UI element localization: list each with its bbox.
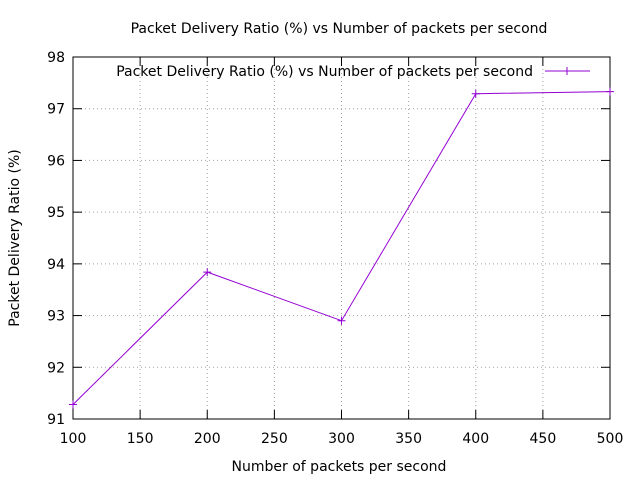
x-tick-label: 300 bbox=[328, 431, 355, 447]
y-tick-label: 94 bbox=[47, 257, 65, 273]
data-point-marker bbox=[203, 268, 212, 277]
y-tick-label: 92 bbox=[47, 360, 65, 376]
y-tick-label: 95 bbox=[47, 205, 65, 221]
data-point-marker bbox=[69, 400, 77, 409]
legend-label: Packet Delivery Ratio (%) vs Number of p… bbox=[116, 64, 533, 80]
x-tick-label: 400 bbox=[462, 431, 489, 447]
series-layer bbox=[69, 87, 614, 409]
x-tick-label: 250 bbox=[261, 431, 288, 447]
y-tick-label: 97 bbox=[47, 102, 65, 118]
y-tick-label: 98 bbox=[47, 50, 65, 66]
chart-title: Packet Delivery Ratio (%) vs Number of p… bbox=[131, 21, 548, 37]
axis-ticks: 91 92 93 94 95 96 97 98 100 150 200 250 300 350 400 450… bbox=[47, 50, 623, 447]
data-point-marker bbox=[337, 316, 346, 325]
data-point-marker bbox=[471, 89, 480, 98]
x-tick-label: 200 bbox=[194, 431, 221, 447]
x-tick-label: 500 bbox=[597, 431, 624, 447]
y-tick-label: 96 bbox=[47, 153, 65, 169]
y-tick-label: 93 bbox=[47, 309, 65, 325]
x-tick-label: 350 bbox=[395, 431, 422, 447]
data-point-marker bbox=[606, 87, 614, 96]
x-tick-label: 100 bbox=[60, 431, 87, 447]
x-tick-label: 150 bbox=[127, 431, 154, 447]
legend: Packet Delivery Ratio (%) vs Number of p… bbox=[116, 64, 590, 80]
x-tick-label: 450 bbox=[530, 431, 557, 447]
y-tick-label: 91 bbox=[47, 412, 65, 428]
x-axis-label: Number of packets per second bbox=[232, 459, 447, 475]
legend-marker bbox=[563, 67, 571, 75]
grid-lines bbox=[73, 57, 610, 419]
y-axis-label: Packet Delivery Ratio (%) bbox=[7, 149, 23, 326]
